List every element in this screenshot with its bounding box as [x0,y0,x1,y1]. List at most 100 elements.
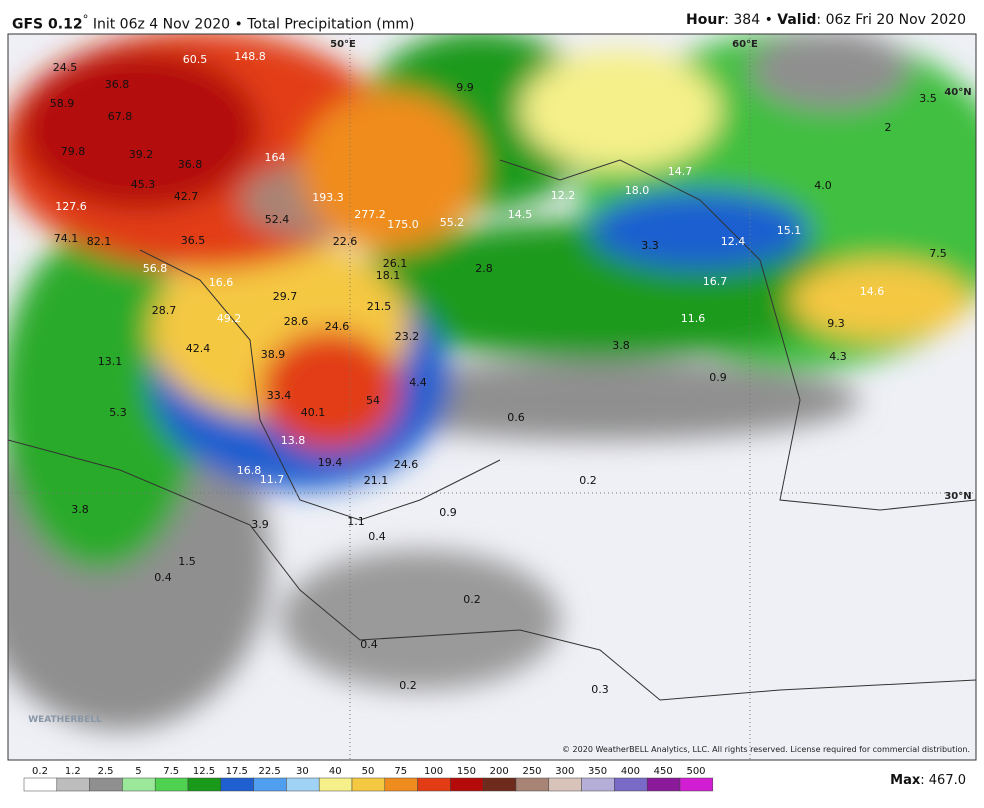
value-label: 3.3 [641,239,659,252]
value-label: 18.1 [376,269,401,282]
colorbar-label: 12.5 [193,766,215,777]
value-label: 0.4 [368,530,386,543]
colorbar-label: 150 [457,766,476,777]
colorbar-cell [614,777,648,792]
logo: WEATHERBELL [28,715,102,725]
value-label: 42.4 [186,342,211,355]
value-label: 26.1 [383,257,408,270]
value-label: 3.9 [251,518,269,531]
value-label: 9.9 [456,81,474,94]
value-label: 28.7 [152,304,177,317]
value-label: 39.2 [129,148,154,161]
colorbar-label: 1.2 [65,766,81,777]
value-label: 18.0 [625,184,650,197]
max-val: : 467.0 [920,773,966,788]
value-label: 11.7 [260,473,285,486]
value-label: 0.2 [399,679,417,692]
colorbar-cell [450,777,484,792]
value-label: 277.2 [354,208,386,221]
value-label: 67.8 [108,110,133,123]
value-label: 28.6 [284,315,309,328]
colorbar-label: 50 [362,766,375,777]
value-label: 0.4 [360,638,378,651]
value-label: 45.3 [131,178,156,191]
value-label: 193.3 [312,191,344,204]
value-label: 22.6 [333,235,358,248]
header-left: GFS 0.12° Init 06z 4 Nov 2020 • Total Pr… [12,12,415,33]
header-right: Hour: 384 • Valid: 06z Fri 20 Nov 2020 [686,12,966,28]
value-label: 5.3 [109,406,127,419]
value-label: 49.2 [217,312,242,325]
colorbar-label: 30 [296,766,309,777]
colorbar-cell [515,777,550,792]
precip-field [8,34,976,760]
colorbar-cell [548,777,582,792]
value-label: 0.6 [507,411,525,424]
hour-val: : 384 • [724,12,778,28]
value-label: 2.8 [475,262,493,275]
value-label: 38.9 [261,348,286,361]
colorbar-cell [482,777,517,792]
value-label: 3.8 [71,503,89,516]
colorbar-cell [187,777,222,792]
value-label: 3.5 [919,92,937,105]
init: Init 06z 4 Nov 2020 • Total Precipitatio… [92,16,415,33]
colorbar-cell [679,777,714,792]
value-label: 148.8 [234,50,266,63]
value-label: 11.6 [681,312,706,325]
colorbar-label: 5 [135,766,141,777]
colorbar-cell [253,777,287,792]
valid-key: Valid [777,12,817,28]
copyright: © 2020 WeatherBELL Analytics, LLC. All r… [562,745,970,754]
grid-label: 50°E [330,39,356,50]
grid-label: 40°N [944,87,971,98]
colorbar-label: 40 [329,766,342,777]
value-label: 52.4 [265,213,290,226]
value-label: 42.7 [174,190,199,203]
value-label: 4.3 [829,350,847,363]
colorbar-cell [154,777,189,792]
colorbar-cell [417,777,451,792]
value-label: 12.2 [551,189,576,202]
value-label: 164 [265,151,286,164]
value-label: 15.1 [777,224,802,237]
colorbar-label: 450 [654,766,673,777]
value-label: 13.8 [281,434,306,447]
colorbar-label: 350 [588,766,607,777]
value-label: 175.0 [387,218,419,231]
value-label: 0.9 [709,371,727,384]
value-label: 9.3 [827,317,845,330]
value-label: 29.7 [273,290,298,303]
value-label: 1.5 [178,555,196,568]
colorbar-label: 200 [490,766,509,777]
colorbar-label: 7.5 [163,766,179,777]
colorbar-cell [56,777,90,792]
value-label: 13.1 [98,355,123,368]
value-label: 21.1 [364,474,389,487]
value-label: 55.2 [440,216,465,229]
value-label: 7.5 [929,247,947,260]
max: Max: 467.0 [890,773,966,788]
colorbar-cell [286,777,320,792]
colorbar-label: 17.5 [226,766,248,777]
value-label: 4.0 [814,179,832,192]
value-label: 24.6 [325,320,350,333]
value-label: 24.5 [53,61,78,74]
degree: ° [82,12,89,26]
colorbar-cell [122,777,156,792]
grid-label: 30°N [944,491,971,502]
value-label: 14.7 [668,165,693,178]
value-label: 0.9 [439,506,457,519]
max-key: Max [890,773,921,788]
value-label: 74.1 [54,232,79,245]
value-label: 23.2 [395,330,420,343]
colorbar-cell [384,777,418,792]
colorbar-cell [318,777,353,792]
grid-label: 60°E [732,39,758,50]
value-label: 16.6 [209,276,234,289]
colorbar-label: 300 [555,766,574,777]
value-label: 14.6 [860,285,885,298]
value-label: 40.1 [301,406,326,419]
